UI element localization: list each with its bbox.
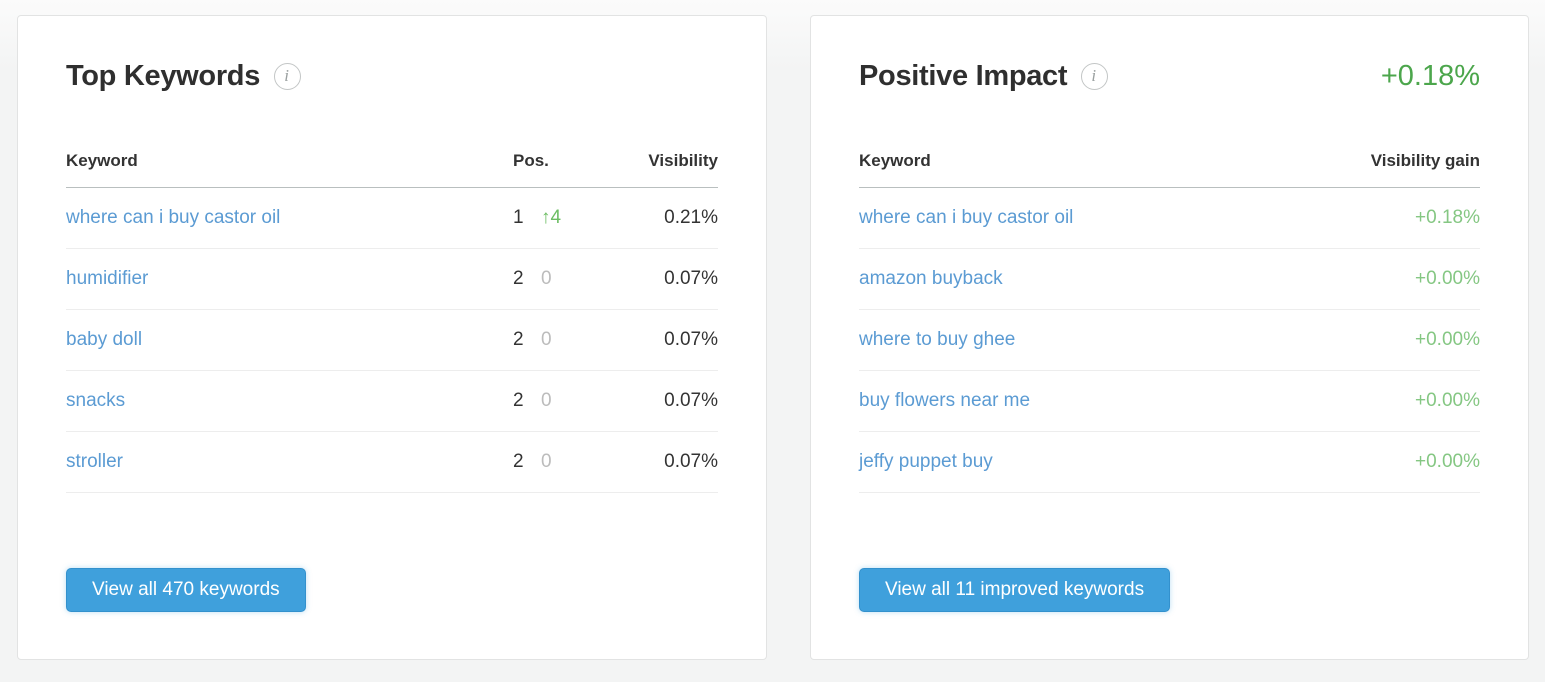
top-keywords-table-header: Keyword Pos. Visibility [66,150,718,188]
visibility-gain-value: +0.00% [1415,390,1480,411]
visibility-gain-value: +0.00% [1415,329,1480,350]
keyword-link[interactable]: where can i buy castor oil [66,207,281,228]
column-header-visibility: Visibility [648,151,718,170]
view-all-improved-keywords-button[interactable]: View all 11 improved keywords [859,568,1171,612]
visibility-gain-value: +0.18% [1415,207,1480,228]
top-keywords-title: Top Keywords [66,60,261,92]
position-value: 1 [513,207,524,228]
positive-impact-table-header: Keyword Visibility gain [859,150,1480,188]
positive-impact-title: Positive Impact [859,60,1068,92]
visibility-value: 0.21% [664,207,718,228]
keyword-link[interactable]: humidifier [66,268,149,289]
positive-impact-header: Positive Impact i +0.18% [859,58,1480,94]
table-row: buy flowers near me +0.00% [859,371,1480,432]
table-row: where can i buy castor oil 1 ↑4 0.21% [66,188,718,249]
top-keywords-card: Top Keywords i Keyword Pos. Visibility w… [17,15,767,660]
position-change-up: ↑4 [541,207,562,228]
position-value: 2 [513,268,524,289]
keyword-link[interactable]: snacks [66,390,126,411]
visibility-value: 0.07% [664,268,718,289]
table-row: where to buy ghee +0.00% [859,310,1480,371]
position-value: 2 [513,329,524,350]
visibility-value: 0.07% [664,451,718,472]
keyword-link[interactable]: buy flowers near me [859,390,1031,411]
positive-impact-card: Positive Impact i +0.18% Keyword Visibil… [810,15,1529,660]
column-header-keyword: Keyword [66,151,138,170]
position-change-none: 0 [541,329,552,350]
visibility-value: 0.07% [664,390,718,411]
table-row: stroller 2 0 0.07% [66,432,718,493]
table-row: humidifier 2 0 0.07% [66,249,718,310]
info-icon[interactable]: i [1081,62,1109,90]
view-all-keywords-button[interactable]: View all 470 keywords [66,568,306,612]
table-row: where can i buy castor oil +0.18% [859,188,1480,249]
keyword-link[interactable]: where can i buy castor oil [859,207,1074,228]
visibility-gain-value: +0.00% [1415,268,1480,289]
keyword-link[interactable]: jeffy puppet buy [859,451,993,472]
visibility-gain-value: +0.00% [1415,451,1480,472]
top-keywords-header: Top Keywords i [66,58,718,94]
keyword-link[interactable]: stroller [66,451,124,472]
column-header-keyword: Keyword [859,151,931,170]
position-value: 2 [513,451,524,472]
positive-impact-footer: View all 11 improved keywords [859,568,1480,612]
position-change-none: 0 [541,451,552,472]
keyword-link[interactable]: where to buy ghee [859,329,1016,350]
info-icon[interactable]: i [274,62,302,90]
visibility-value: 0.07% [664,329,718,350]
table-row: baby doll 2 0 0.07% [66,310,718,371]
keyword-link[interactable]: baby doll [66,329,143,350]
column-header-pos: Pos. [513,151,549,170]
table-row: amazon buyback +0.00% [859,249,1480,310]
keyword-link[interactable]: amazon buyback [859,268,1003,289]
position-value: 2 [513,390,524,411]
top-keywords-footer: View all 470 keywords [66,568,718,612]
position-change-none: 0 [541,268,552,289]
column-header-visibility-gain: Visibility gain [1370,151,1480,170]
position-change-none: 0 [541,390,552,411]
table-row: snacks 2 0 0.07% [66,371,718,432]
table-row: jeffy puppet buy +0.00% [859,432,1480,493]
total-visibility-gain: +0.18% [1380,60,1480,92]
